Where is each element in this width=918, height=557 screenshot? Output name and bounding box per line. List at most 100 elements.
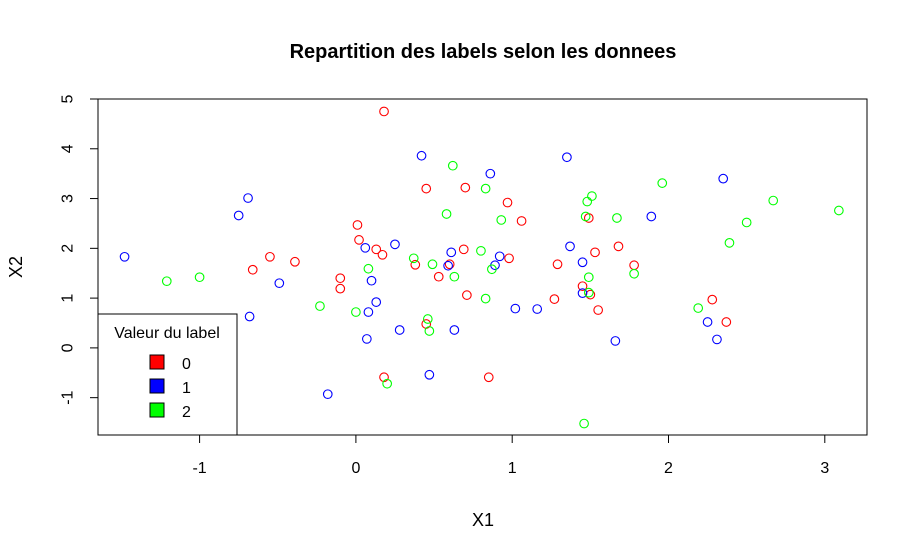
y-axis-label: X2 [6,256,26,278]
x-tick-label: 2 [664,460,673,477]
data-point-label-0 [379,372,389,383]
data-point-label-0 [458,244,469,255]
data-point-label-2 [583,272,594,283]
data-point-label-1 [510,303,521,314]
legend-swatch-1 [149,378,165,394]
data-point-label-1 [449,325,460,335]
x-tick-label: -1 [192,460,206,477]
legend: Valeur du label 0 1 2 [97,313,238,436]
data-point-label-2 [724,238,735,248]
y-tick-label: 2 [60,244,77,253]
data-point-label-0 [377,249,388,260]
data-point-label-0 [433,271,444,282]
data-point-label-0 [247,264,258,275]
x-tick-label: 1 [508,460,517,477]
y-tick-label: 3 [60,194,77,203]
data-point-label-0 [354,235,364,245]
data-point-label-2 [496,215,507,225]
data-point-label-2 [657,178,668,188]
data-points [119,106,844,429]
data-point-label-2 [161,276,172,287]
data-point-label-1 [610,336,621,346]
data-point-label-1 [443,260,453,271]
data-point-label-2 [587,191,597,201]
data-point-label-1 [366,275,377,286]
data-point-label-0 [460,182,471,193]
data-point-label-2 [583,287,594,298]
data-point-label-2 [424,326,435,336]
data-point-label-2 [480,293,491,304]
data-point-label-2 [480,183,491,194]
data-point-label-2 [629,268,639,279]
data-point-label-0 [265,251,275,262]
data-point-label-2 [194,272,205,283]
data-point-label-1 [577,257,588,268]
data-point-label-1 [646,211,657,222]
data-point-label-0 [629,260,639,271]
data-point-label-1 [119,251,130,262]
data-point-label-1 [446,247,457,258]
data-point-label-0 [462,290,472,300]
y-axis: -1 0 1 2 3 4 5 [60,94,99,405]
data-point-label-0 [483,372,494,383]
x-axis-label: X1 [472,510,494,530]
data-point-label-2 [427,259,438,270]
data-point-label-2 [768,195,779,206]
data-point-label-0 [352,220,363,230]
data-point-label-1 [416,150,427,161]
data-point-label-1 [712,334,722,345]
data-point-label-1 [562,152,572,163]
data-point-label-1 [243,193,253,203]
x-tick-label: 3 [820,460,829,477]
data-point-label-1 [577,288,588,298]
data-point-label-1 [718,173,729,184]
y-tick-label: -1 [60,390,77,404]
data-point-label-0 [585,289,596,300]
data-point-label-2 [351,307,361,317]
data-point-label-0 [721,317,732,327]
data-point-label-0 [577,281,588,292]
data-point-label-2 [580,211,591,222]
data-point-label-2 [476,245,486,256]
data-point-label-1 [363,307,374,317]
x-axis: -1 0 1 2 3 [192,434,829,477]
legend-swatch-0 [149,354,165,370]
legend-title: Valeur du label [114,325,220,342]
data-point-label-2 [693,303,704,313]
data-point-label-1 [322,389,333,400]
data-point-label-0 [410,259,421,270]
data-point-label-0 [371,244,382,255]
y-tick-label: 5 [60,94,77,103]
data-point-label-0 [421,183,432,194]
data-point-label-1 [371,297,382,307]
data-point-label-2 [579,418,589,429]
y-tick-label: 1 [60,294,77,303]
data-point-label-0 [335,283,346,294]
data-point-label-1 [702,317,713,327]
data-point-label-1 [532,304,543,314]
data-point-label-1 [390,239,400,250]
legend-label-1: 1 [182,380,191,397]
data-point-label-0 [593,305,604,315]
legend-label-2: 2 [182,404,191,421]
data-point-label-2 [447,160,458,171]
legend-box [97,313,238,436]
legend-label-0: 0 [182,356,191,373]
data-point-label-0 [552,259,563,270]
data-point-label-0 [516,216,527,226]
data-point-label-0 [549,294,560,304]
data-point-label-1 [494,251,505,262]
data-point-label-1 [485,168,496,179]
data-point-label-2 [363,263,374,274]
data-point-label-2 [315,301,325,311]
data-point-label-1 [244,311,255,322]
data-point-label-0 [590,247,600,258]
data-point-label-1 [274,278,285,289]
data-point-label-1 [360,242,371,253]
data-point-label-1 [361,334,372,344]
chart-title: Repartition des labels selon les donnees [290,41,677,63]
data-point-label-2 [582,196,593,207]
legend-swatch-2 [149,402,165,418]
data-point-label-2 [441,209,452,219]
